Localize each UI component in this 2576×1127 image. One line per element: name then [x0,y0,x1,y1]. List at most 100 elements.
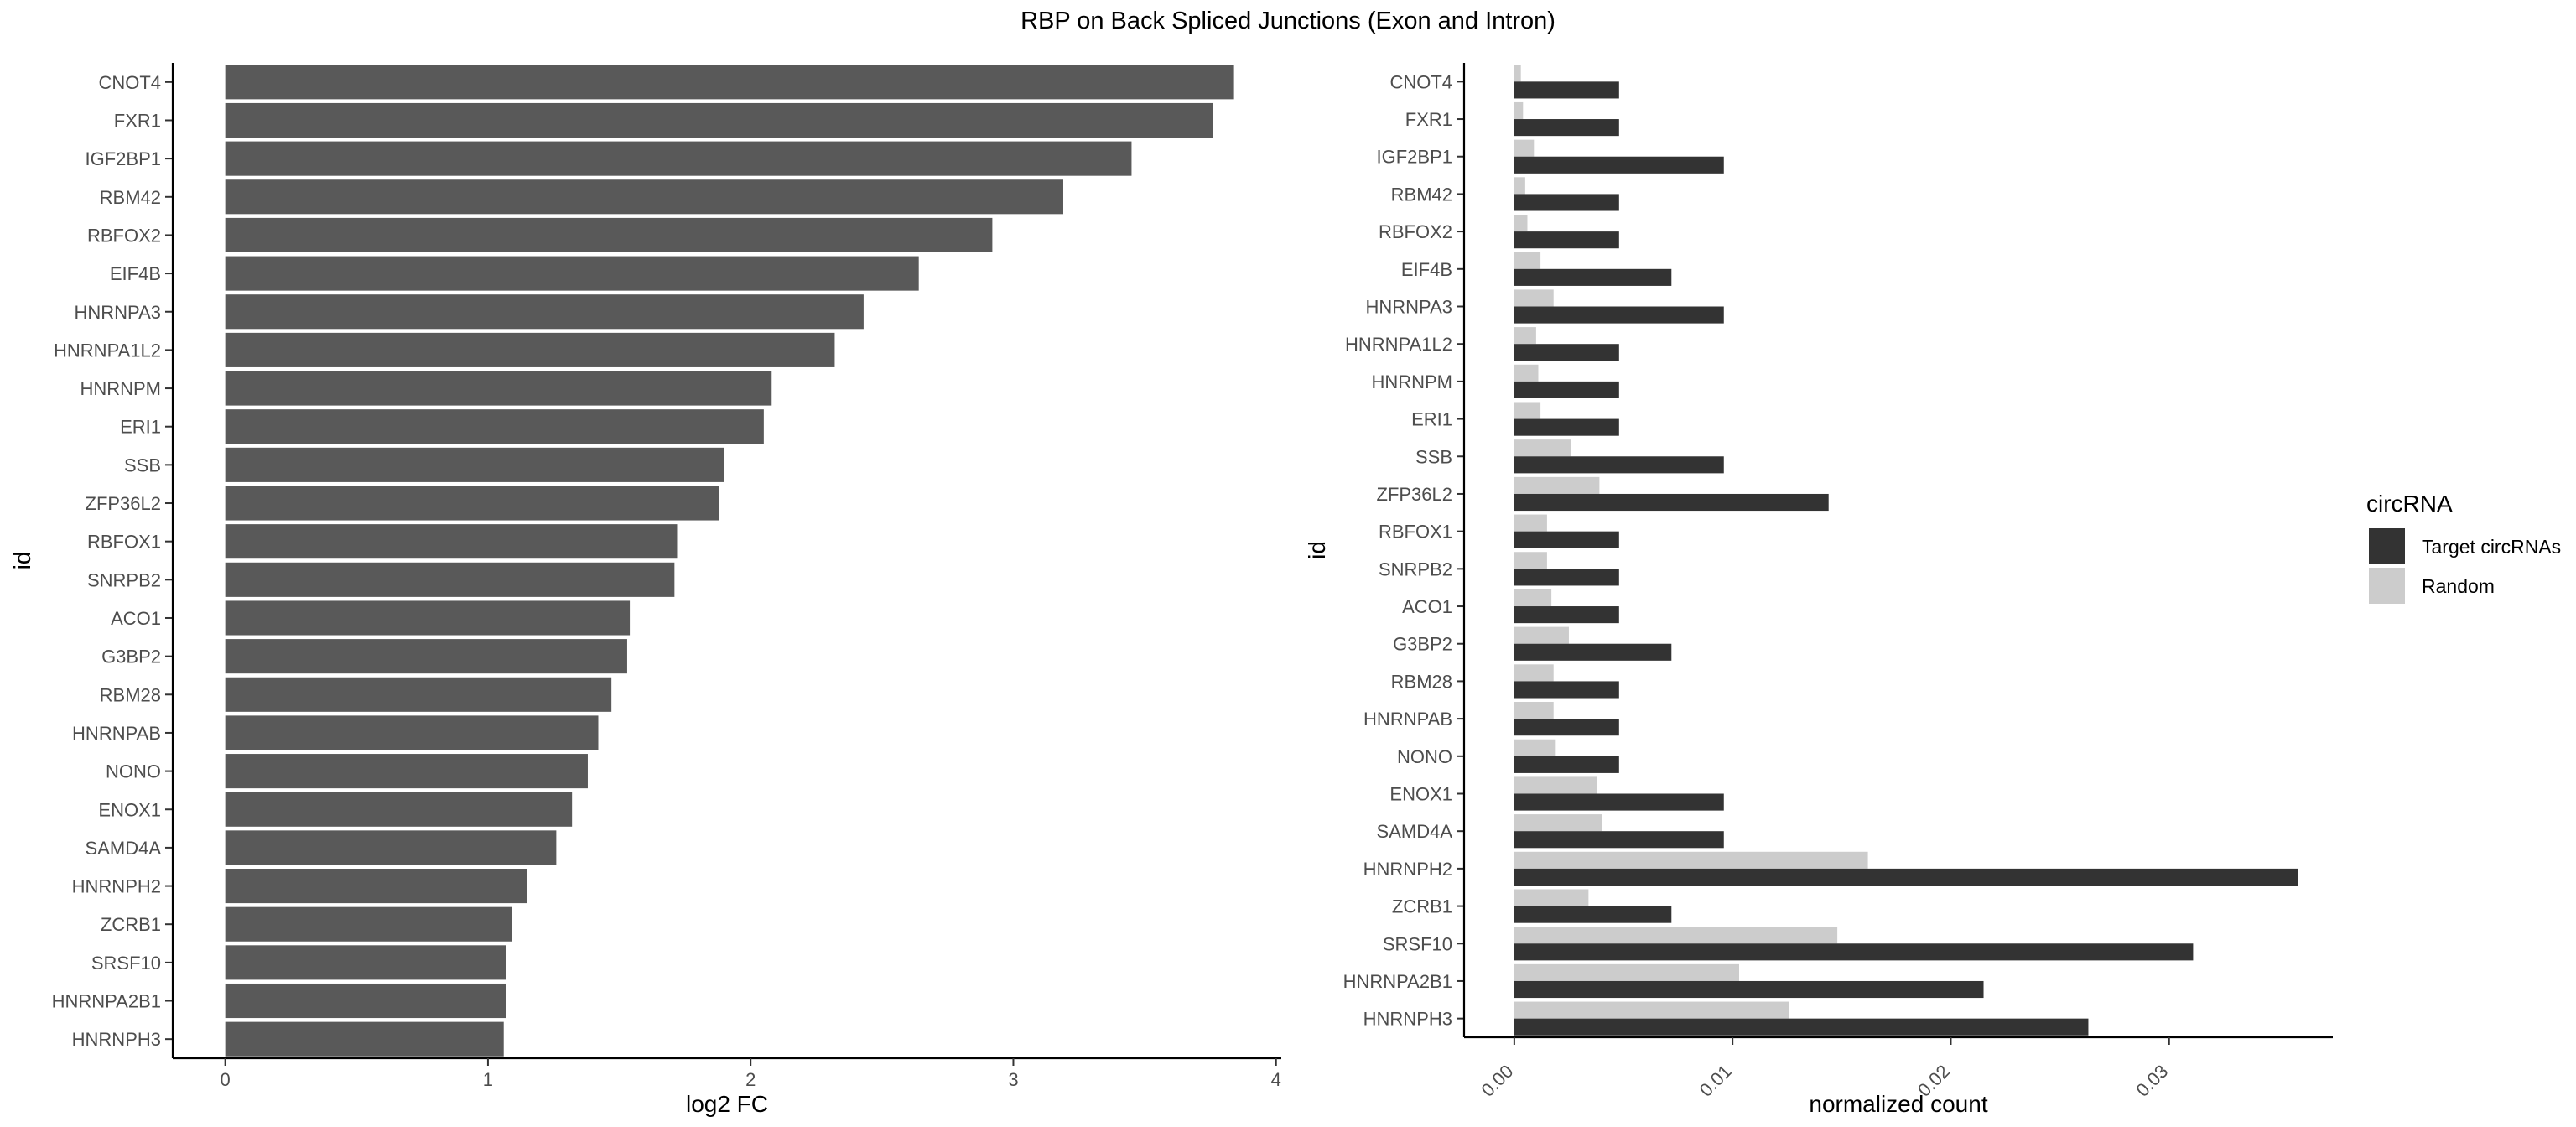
y-tick-label: RBM42 [100,187,161,208]
y-tick-label: ZFP36L2 [1377,484,1453,505]
bar-random-fxr1 [1514,101,1524,120]
y-tick-label: ACO1 [111,608,161,629]
y-tick-label: ZCRB1 [101,914,161,935]
bar-igf2bp1 [225,141,1132,176]
y-tick-label: SRSF10 [91,953,161,974]
bar-random-rbfox1 [1514,514,1547,532]
y-tick-label: ERI1 [1411,409,1452,430]
bar-target-eif4b [1514,268,1672,286]
bar-target-hnrnph3 [1514,1018,2089,1036]
bar-hnrnpa2b1 [225,983,506,1019]
bar-random-enox1 [1514,776,1597,794]
bar-random-hnrnpm [1514,364,1539,382]
y-tick-label: SSB [124,454,161,475]
bar-cnot4 [225,65,1234,100]
bar-random-igf2bp1 [1514,139,1535,157]
bar-random-cnot4 [1514,65,1521,82]
bar-hnrnpa1l2 [225,332,835,367]
y-tick-label: HNRNPM [80,378,161,399]
bar-target-igf2bp1 [1514,156,1724,174]
y-tick-label: HNRNPH2 [72,876,161,897]
x-tick-label: 0.01 [1696,1061,1736,1101]
y-tick-label: HNRNPA3 [74,302,161,323]
bar-target-hnrnpa1l2 [1514,344,1619,361]
bar-target-nono [1514,756,1619,773]
y-tick-label: RBFOX2 [1379,221,1452,242]
y-tick-label: HNRNPAB [72,723,161,744]
y-tick-label: RBM28 [100,684,161,705]
bar-target-samd4a [1514,831,1724,849]
y-tick-label: HNRNPA2B1 [1343,971,1452,992]
bar-target-rbfox1 [1514,531,1619,548]
chart-title: RBP on Back Spliced Junctions (Exon and … [1021,8,1555,34]
bar-target-aco1 [1514,606,1619,624]
bar-target-rbfox2 [1514,231,1619,249]
bar-random-zfp36l2 [1514,476,1600,494]
bar-snrpb2 [225,562,675,597]
y-tick-label: RBFOX2 [87,225,161,246]
bar-hnrnpa3 [225,294,864,330]
bar-random-srsf10 [1514,927,1838,944]
y-tick-label: ZFP36L2 [86,493,162,514]
bar-random-aco1 [1514,589,1552,607]
x-tick-label: 0.03 [2132,1061,2172,1101]
x-tick-label: 4 [1271,1069,1281,1090]
y-tick-label: ACO1 [1402,596,1452,617]
legend-swatch-random [2369,568,2405,604]
panel-log2fc: CNOT4 FXR1 IGF2BP1 RBM42 RBFOX2 EIF4B HNRNPA3 H… [9,63,1281,1117]
y-tick-label: ENOX1 [1389,784,1452,805]
bar-random-rbm42 [1514,177,1525,195]
bar-target-snrpb2 [1514,569,1619,586]
bar-random-hnrnph2 [1514,851,1868,869]
bar-random-eif4b [1514,252,1541,269]
bar-hnrnpm [225,371,772,406]
x-tick-label: 1 [483,1069,493,1090]
y-tick-label: HNRNPH2 [1363,859,1452,880]
y-tick-label: SNRPB2 [1379,558,1452,579]
bar-target-rbm28 [1514,681,1619,699]
bar-hnrnpab [225,715,599,750]
bar-zfp36l2 [225,486,719,521]
y-tick-label: ZCRB1 [1392,896,1452,917]
bar-target-zfp36l2 [1514,493,1829,512]
bar-random-zcrb1 [1514,889,1589,906]
bar-target-fxr1 [1514,119,1619,137]
panel-normalized-count: CNOT4 FXR1 IGF2BP1 RBM42 RBFOX2 EIF4B HNRNPA3 H… [1304,63,2333,1117]
x-tick-label: 3 [1008,1069,1018,1090]
legend-title: circRNA [2366,491,2453,517]
bar-target-g3bp2 [1514,643,1672,661]
x-tick-label: 2 [745,1069,756,1090]
x-tick-label: 0 [221,1069,231,1090]
bar-target-hnrnpm [1514,381,1619,398]
legend-label-target: Target circRNAs [2422,536,2561,558]
y-tick-label: HNRNPA1L2 [1345,334,1452,355]
bar-target-cnot4 [1514,81,1619,99]
bar-random-eri1 [1514,402,1541,419]
y-tick-label: RBFOX1 [87,532,161,553]
bar-target-enox1 [1514,793,1724,811]
y-tick-label: RBM42 [1391,184,1452,205]
bar-random-nono [1514,739,1556,756]
y-tick-label: ENOX1 [98,799,161,820]
bar-rbfox1 [225,524,678,559]
y-tick-label: HNRNPH3 [1363,1009,1452,1030]
y-tick-label: SAMD4A [1377,821,1453,842]
y-tick-label: FXR1 [1405,109,1452,130]
y-tick-label: ERI1 [120,417,161,438]
bar-random-rbfox2 [1514,215,1528,232]
legend: circRNA Target circRNAs Random [2366,491,2561,604]
bar-srsf10 [225,945,506,980]
bar-zcrb1 [225,906,512,942]
y-tick-label: NONO [106,761,161,782]
bar-random-hnrnpa2b1 [1514,963,1739,981]
legend-label-random: Random [2422,575,2495,597]
y-tick-label: IGF2BP1 [86,148,161,169]
bar-hnrnph2 [225,869,527,904]
y-tick-label: HNRNPA3 [1365,297,1452,318]
bar-target-hnrnph2 [1514,868,2298,886]
bar-fxr1 [225,102,1213,138]
bar-random-hnrnpa1l2 [1514,327,1536,345]
y-tick-label: SRSF10 [1383,933,1452,954]
bar-target-eri1 [1514,418,1619,436]
